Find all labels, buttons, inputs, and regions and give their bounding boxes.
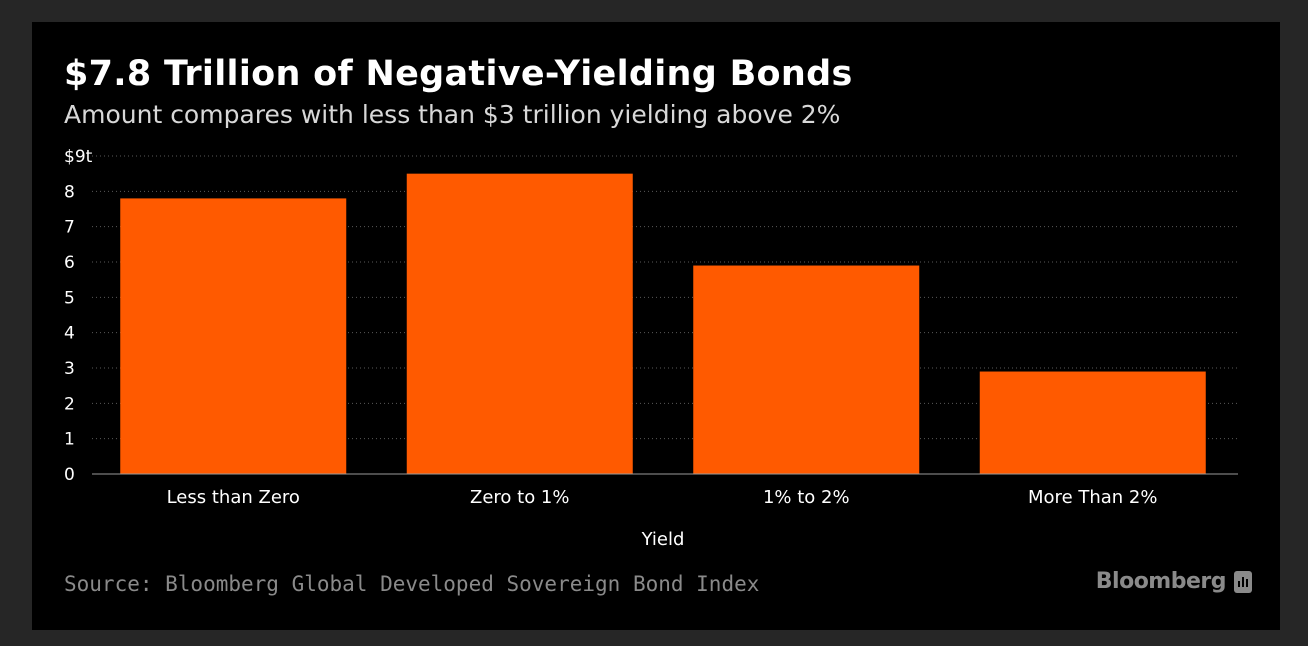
bloomberg-bars-icon <box>1234 570 1252 593</box>
y-tick-label: 3 <box>64 359 75 379</box>
x-tick-label: 1% to 2% <box>763 487 850 508</box>
y-tick-label: 8 <box>64 182 75 202</box>
x-axis-title: Yield <box>641 529 685 550</box>
x-tick-label: Zero to 1% <box>470 487 570 508</box>
y-tick-label: 5 <box>64 288 75 308</box>
y-tick-label: 6 <box>64 253 75 273</box>
y-tick-label: 1 <box>64 430 75 450</box>
x-tick-label: Less than Zero <box>167 487 300 508</box>
brand-name: Bloomberg <box>1095 569 1227 594</box>
bar <box>120 198 347 474</box>
source-note: Source: Bloomberg Global Developed Sover… <box>64 572 760 596</box>
bar <box>406 173 633 474</box>
chart-title: $7.8 Trillion of Negative-Yielding Bonds <box>64 54 853 94</box>
bar <box>979 371 1206 474</box>
y-tick-label: 0 <box>64 465 75 485</box>
bar-chart: 0 1 2 3 4 5 6 7 8 $9t Less than Zero Zero to 1% 1% t… <box>64 147 1238 550</box>
y-tick-label: 2 <box>64 394 75 414</box>
brand-logo: Bloomberg <box>1096 569 1252 594</box>
y-tick-label: $9t <box>64 147 93 167</box>
x-tick-label: More Than 2% <box>1028 487 1157 508</box>
y-tick-label: 7 <box>64 218 75 238</box>
chart-card: $7.8 Trillion of Negative-Yielding Bonds… <box>32 22 1280 630</box>
y-tick-label: 4 <box>64 324 75 344</box>
chart-subtitle: Amount compares with less than $3 trilli… <box>64 100 841 129</box>
bar <box>693 265 920 474</box>
